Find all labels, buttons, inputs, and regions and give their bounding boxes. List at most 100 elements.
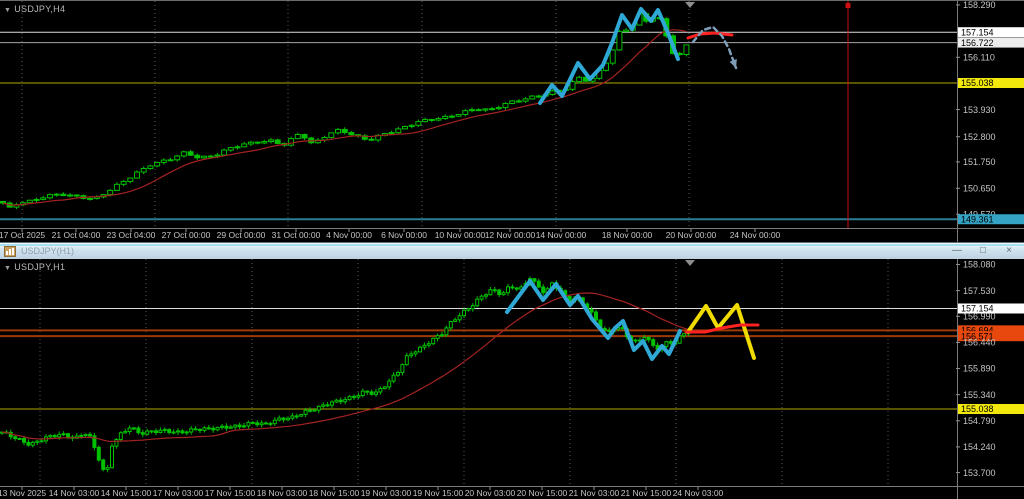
close-button[interactable]: × [1006, 245, 1012, 256]
price-axis-label: 153.700 [963, 468, 996, 478]
time-axis-label: 14 Nov 15:00 [101, 488, 152, 498]
price-tag-157.154 [958, 27, 1024, 38]
time-axis[interactable]: 17 Oct 2025 21 Oct 04:00 23 Oct 04:00 27 Oc… [0, 229, 781, 240]
price-tag-156.722 [958, 37, 1024, 48]
time-axis-label: 6 Nov 00:00 [381, 230, 427, 240]
minimize-button[interactable]: — [952, 245, 962, 256]
price-axis-label: 151.750 [963, 157, 996, 167]
window-titlebar-h1[interactable]: USDJPY(H1) — □ × [0, 242, 1024, 259]
time-axis-label: 10 Nov 00:00 [435, 230, 486, 240]
time-axis-label: 13 Nov 2025 [0, 488, 46, 498]
price-axis-label: 150.650 [963, 184, 996, 194]
symbol-text-h4: USDJPY,H4 [14, 4, 66, 14]
price-axis-label: 156.990 [963, 311, 996, 321]
moving-average-line [1, 292, 689, 443]
annotation-trend[interactable] [686, 31, 734, 40]
price-tag-text: 156.694 [961, 326, 994, 336]
price-tag-155.038 [958, 78, 1024, 88]
horizontal-level-lines[interactable] [0, 31, 957, 221]
time-axis-label: 19 Nov 15:00 [413, 488, 464, 498]
symbol-label-h1: ▼ USDJPY,H1 [4, 262, 65, 272]
window-controls: — □ × [948, 245, 1018, 257]
price-axis-label: 154.790 [963, 416, 996, 426]
chart-shift-marker-icon[interactable] [685, 260, 695, 266]
moving-average-line [2, 29, 687, 206]
price-axis-label: 156.440 [963, 338, 996, 348]
price-tag-text: 156.571 [961, 331, 994, 341]
annotations[interactable] [538, 7, 738, 105]
time-axis-label: 24 Nov 00:00 [730, 230, 781, 240]
panel-borders [0, 259, 1024, 499]
price-tag-156.571 [958, 331, 1024, 342]
annotation-forecast-arrow[interactable] [691, 25, 738, 70]
vline-handle[interactable] [845, 3, 851, 8]
price-tag-157.154 [958, 303, 1024, 314]
time-axis-label: 21 Oct 04:00 [52, 230, 101, 240]
price-axis-label: 155.890 [963, 364, 996, 374]
time-axis-label: 20 Nov 15:00 [517, 488, 568, 498]
annotation-wave[interactable] [538, 7, 680, 105]
time-axis-label: 20 Nov 00:00 [666, 230, 717, 240]
price-axis-label: 153.930 [963, 105, 996, 115]
time-axis-label: 27 Oct 00:00 [162, 230, 211, 240]
price-tag-text: 155.038 [961, 78, 994, 88]
price-axis-label: 157.530 [963, 286, 996, 296]
arrowhead-icon [729, 59, 737, 68]
time-axis-label: 17 Nov 15:00 [205, 488, 256, 498]
annotation-trend[interactable] [684, 323, 760, 334]
price-axis-label: 154.240 [963, 442, 996, 452]
time-axis-label: 17 Nov 03:00 [153, 488, 204, 498]
chart-window-icon [4, 245, 16, 257]
candles [0, 276, 691, 473]
collapse-arrow-icon: ▼ [4, 7, 12, 14]
price-tag-text: 157.154 [961, 27, 994, 37]
price-axis-label: 155.340 [963, 390, 996, 400]
time-axis-label: 18 Nov 03:00 [257, 488, 308, 498]
price-tag-text: 155.038 [961, 404, 994, 414]
time-axis-label: 24 Nov 03:00 [673, 488, 724, 498]
time-axis-label: 14 Nov 03:00 [49, 488, 100, 498]
symbol-text-h1: USDJPY,H1 [14, 262, 66, 272]
price-axis-label: 156.110 [963, 52, 995, 62]
window-title: USDJPY(H1) [21, 246, 75, 256]
annotations[interactable] [505, 279, 760, 361]
time-axis-label: 18 Nov 00:00 [602, 230, 653, 240]
period-separators [39, 259, 889, 486]
candles [0, 11, 690, 210]
time-axis-label: 31 Oct 00:00 [272, 230, 321, 240]
price-tag-156.694 [958, 325, 1024, 336]
time-axis-label: 21 Nov 15:00 [621, 488, 672, 498]
time-axis-label: 4 Nov 00:00 [326, 230, 372, 240]
time-axis-label: 29 Oct 00:00 [217, 230, 266, 240]
price-axis-label: 152.800 [963, 132, 996, 142]
price-tag-text: 156.722 [961, 38, 994, 48]
restore-button[interactable]: □ [979, 245, 987, 256]
time-axis-label: 20 Nov 03:00 [465, 488, 516, 498]
time-axis-label: 17 Oct 2025 [0, 230, 45, 240]
chart-shift-marker-icon[interactable] [685, 2, 695, 8]
price-axis-label: 158.290 [963, 1, 996, 10]
time-axis-label: 19 Nov 03:00 [361, 488, 412, 498]
annotation-wave[interactable] [505, 279, 682, 361]
price-tag-text: 157.154 [961, 304, 994, 314]
price-tag-text: 149.361 [961, 214, 994, 224]
time-axis-label: 12 Nov 00:00 [485, 230, 536, 240]
time-axis-label: 21 Nov 03:00 [569, 488, 620, 498]
time-axis-label: 23 Oct 04:00 [107, 230, 156, 240]
horizontal-level-lines[interactable] [0, 307, 957, 410]
price-axis-label: 158.080 [963, 260, 996, 270]
panel-borders [0, 1, 1024, 242]
time-axis-label: 18 Nov 15:00 [309, 488, 360, 498]
time-axis[interactable]: 13 Nov 2025 14 Nov 03:00 14 Nov 15:00 17 No… [0, 487, 724, 498]
price-tag-149.361 [958, 214, 1024, 225]
time-axis-label: 14 Nov 00:00 [536, 230, 587, 240]
price-tag-155.038 [958, 404, 1024, 414]
symbol-label-h4: ▼ USDJPY,H4 [4, 4, 65, 14]
vertical-line-marker[interactable] [845, 1, 851, 228]
collapse-arrow-icon: ▼ [4, 265, 12, 272]
